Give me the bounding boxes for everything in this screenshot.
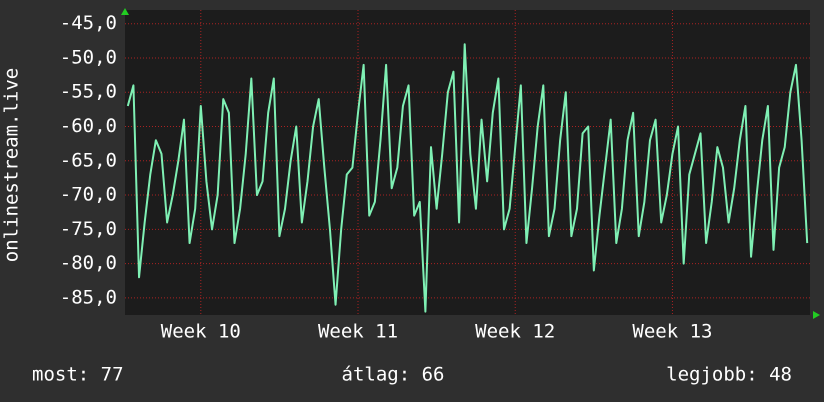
- y-tick-label: -70,0: [60, 184, 117, 206]
- x-tick-label: Week 12: [475, 321, 555, 343]
- y-tick-label: -80,0: [60, 252, 117, 274]
- y-tick-label: -85,0: [60, 286, 117, 308]
- y-tick-label: -60,0: [60, 115, 117, 137]
- y-tick-label: -55,0: [60, 81, 117, 103]
- line: [126, 43, 809, 313]
- y-tick-label: -75,0: [60, 218, 117, 240]
- axis-arrow: [813, 311, 820, 319]
- footer-best: legjobb: 48: [666, 364, 792, 386]
- footer-average: átlag: 66: [342, 364, 445, 386]
- axis-arrow: [121, 8, 129, 15]
- y-tick-label: -45,0: [60, 12, 117, 34]
- x-tick-label: Week 10: [161, 321, 241, 343]
- y-tick-label: -50,0: [60, 46, 117, 68]
- y-axis-label: onlinestream.live: [1, 68, 23, 262]
- y-tick-label: -65,0: [60, 149, 117, 171]
- footer-current: most: 77: [32, 364, 124, 386]
- x-tick-label: Week 11: [318, 321, 398, 343]
- plot-area: [125, 10, 810, 315]
- x-tick-label: Week 13: [632, 321, 712, 343]
